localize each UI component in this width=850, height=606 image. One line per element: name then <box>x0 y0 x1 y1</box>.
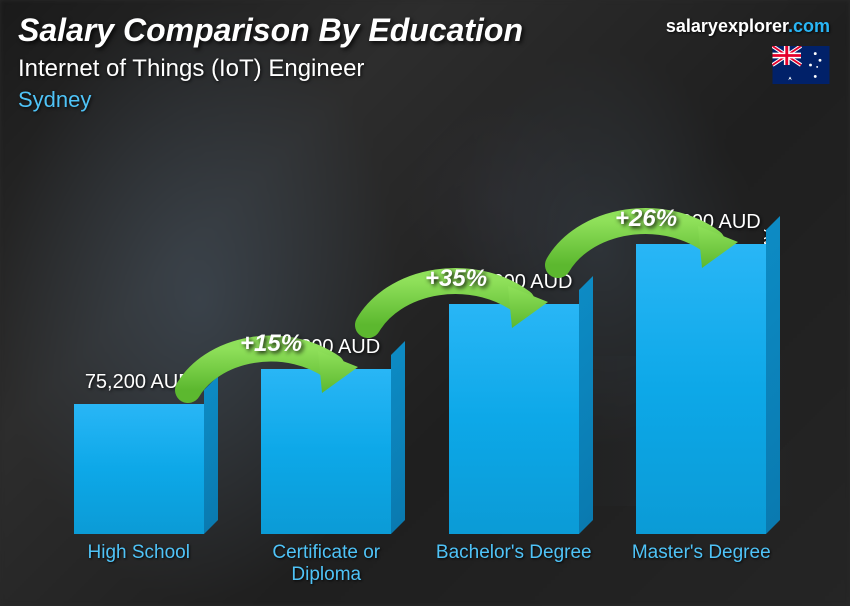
brand-logo: salaryexplorer.com <box>666 16 830 37</box>
bar-3d <box>636 244 766 534</box>
job-title: Internet of Things (IoT) Engineer <box>18 55 832 83</box>
bar-group: 116,000 AUD Bachelor's Degree <box>425 271 603 534</box>
bar-front-face <box>636 244 766 534</box>
bar-label: Bachelor's Degree <box>424 542 604 564</box>
bar-value: 86,300 AUD <box>272 336 380 359</box>
bar-value: 75,200 AUD <box>85 371 193 394</box>
bar-value: 146,000 AUD <box>642 211 761 234</box>
location: Sydney <box>18 87 832 113</box>
bar-3d <box>449 304 579 534</box>
bar-3d <box>261 369 391 534</box>
bar-value: 116,000 AUD <box>455 271 573 294</box>
bar-side-face <box>579 276 593 534</box>
bar-front-face <box>261 369 391 534</box>
bar-group: 146,000 AUD Master's Degree <box>613 211 791 534</box>
bar-front-face <box>74 404 204 534</box>
brand-suffix: .com <box>788 16 830 36</box>
bars-container: 75,200 AUD High School 86,300 AUD Certif… <box>50 130 790 534</box>
bar-side-face <box>766 216 780 534</box>
bar-group: 75,200 AUD High School <box>50 371 228 534</box>
salary-chart: 75,200 AUD High School 86,300 AUD Certif… <box>50 130 790 584</box>
bar-group: 86,300 AUD Certificate or Diploma <box>238 336 416 534</box>
bar-side-face <box>391 341 405 534</box>
bar-label: Master's Degree <box>611 542 791 564</box>
bar-front-face <box>449 304 579 534</box>
australia-flag-icon <box>772 46 830 84</box>
bar-label: Certificate or Diploma <box>236 542 416 586</box>
bar-label: High School <box>49 542 229 564</box>
bar-3d <box>74 404 204 534</box>
brand-name: salaryexplorer <box>666 16 788 36</box>
bar-side-face <box>204 376 218 534</box>
